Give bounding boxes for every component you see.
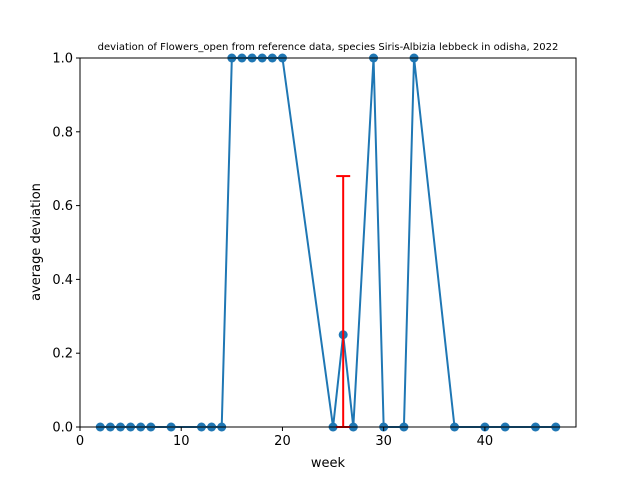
y-tick-label: 0.8 xyxy=(52,125,73,140)
chart-title: deviation of Flowers_open from reference… xyxy=(98,42,559,53)
axes: 0 10 20 30 40 0.0 0.2 0.4 0.6 0.8 1.0 xyxy=(52,52,577,449)
y-tick-label: 0.2 xyxy=(52,347,73,362)
x-tick-label: 20 xyxy=(274,434,291,449)
x-tick-label: 0 xyxy=(76,434,84,449)
y-axis-label: average deviation xyxy=(29,183,44,301)
y-tick-label: 0.0 xyxy=(52,421,73,436)
x-tick-label: 30 xyxy=(375,434,392,449)
y-tick-label: 0.6 xyxy=(52,199,73,214)
x-tick-label: 40 xyxy=(477,434,494,449)
y-tick-label: 1.0 xyxy=(52,52,73,67)
y-tick-label: 0.4 xyxy=(52,273,73,288)
x-axis-label: week xyxy=(311,456,346,471)
x-tick-label: 10 xyxy=(173,434,190,449)
axes-frame xyxy=(79,57,577,428)
